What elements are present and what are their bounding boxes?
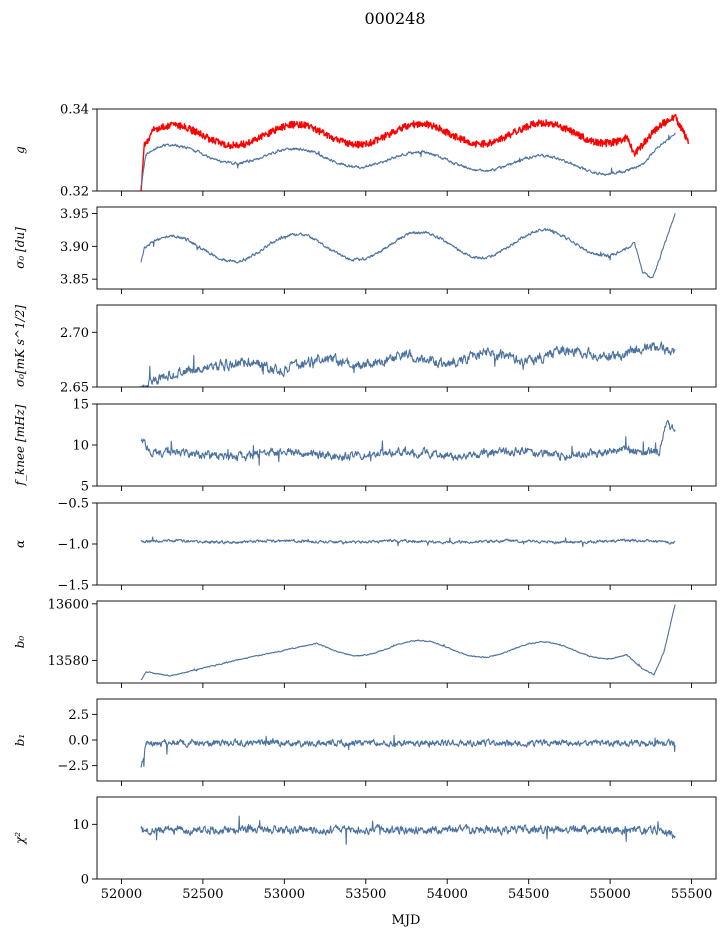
y-tick-label: −1.5 bbox=[57, 579, 89, 594]
x-tick-label: 53000 bbox=[264, 887, 305, 902]
y-axis-label: α bbox=[13, 540, 27, 548]
y-axis-label: σ₀[mK s^1/2] bbox=[13, 305, 27, 387]
subplot-g: 0.32 0.34 g bbox=[13, 103, 717, 200]
y-axis-label: χ² bbox=[13, 832, 27, 845]
y-tick-label: 15 bbox=[72, 398, 89, 413]
series-line-b1 bbox=[140, 734, 676, 768]
subplot-sigma0_mk: 2.65 2.70 σ₀[mK s^1/2] bbox=[13, 304, 717, 396]
plot-frame bbox=[96, 600, 717, 684]
plot-frame bbox=[96, 206, 717, 290]
series-line-g-model bbox=[140, 132, 676, 187]
y-axis-label: σ₀ [du] bbox=[13, 227, 27, 269]
y-tick-label: 13580 bbox=[48, 654, 89, 669]
y-tick-label: 3.95 bbox=[60, 207, 89, 222]
y-tick-label: 10 bbox=[72, 818, 89, 833]
subplot-b0: 13580 13600 b₀ bbox=[13, 597, 717, 688]
y-tick-label: 2.70 bbox=[60, 326, 89, 341]
plot-frame bbox=[96, 502, 717, 586]
y-tick-label: 0.32 bbox=[60, 185, 89, 200]
series-line-sigma0-mk bbox=[140, 341, 676, 387]
y-tick-label: 2.65 bbox=[60, 381, 89, 396]
series-line-fknee bbox=[140, 419, 676, 466]
x-tick-label: 53500 bbox=[345, 887, 386, 902]
x-tick-label: 55500 bbox=[671, 887, 712, 902]
y-tick-label: −2.5 bbox=[57, 759, 89, 774]
series-line-alpha bbox=[140, 536, 676, 548]
y-axis-label: f_knee [mHz] bbox=[13, 404, 27, 486]
series-line-g-measured bbox=[140, 113, 689, 191]
series-line-chi2 bbox=[140, 815, 676, 845]
y-tick-label: 0.34 bbox=[60, 103, 89, 118]
plot-frame bbox=[96, 403, 717, 487]
subplot-b1: −2.5 0.0 2.5 b₁ bbox=[13, 698, 717, 786]
subplot-fknee: 5 10 15 f_knee [mHz] bbox=[13, 398, 717, 495]
figure-title: 000248 bbox=[364, 9, 425, 28]
y-tick-label: −0.5 bbox=[57, 497, 89, 512]
series-line-sigma0 bbox=[140, 213, 676, 279]
plot-frame bbox=[96, 304, 717, 388]
plot-frame bbox=[96, 698, 717, 782]
y-tick-label: 3.85 bbox=[60, 273, 89, 288]
subplot-sigma0_du: 3.85 3.90 3.95 σ₀ [du] bbox=[13, 206, 717, 294]
y-axis-label: g bbox=[13, 146, 27, 154]
plot-frame bbox=[96, 108, 717, 192]
y-tick-label: −1.0 bbox=[57, 538, 89, 553]
plot-frame bbox=[96, 796, 717, 880]
y-tick-label: 2.5 bbox=[68, 708, 89, 723]
y-tick-label: 3.90 bbox=[60, 240, 89, 255]
x-tick-label: 52500 bbox=[182, 887, 223, 902]
y-tick-label: 10 bbox=[72, 439, 89, 454]
y-tick-label: 0.0 bbox=[68, 734, 89, 749]
y-axis-label: b₀ bbox=[13, 636, 27, 649]
x-tick-label: 55000 bbox=[589, 887, 630, 902]
x-tick-label: 54000 bbox=[427, 887, 468, 902]
subplot-chi2: 0 10 52000 52500 53000 53500 54000 54500 55000 55… bbox=[13, 796, 717, 902]
x-tick-label: 52000 bbox=[101, 887, 142, 902]
y-tick-label: 0 bbox=[81, 873, 89, 888]
subplot-alpha: −1.5 −1.0 −0.5 α bbox=[13, 497, 717, 594]
x-axis-label: MJD bbox=[392, 913, 421, 928]
x-tick-label: 54500 bbox=[508, 887, 549, 902]
y-tick-label: 5 bbox=[81, 480, 89, 495]
series-line-b0 bbox=[140, 604, 676, 681]
y-tick-label: 13600 bbox=[48, 597, 89, 612]
y-axis-label: b₁ bbox=[13, 734, 27, 747]
subplot-stack: 0.32 0.34 g 3.85 3.90 3.95 σ₀ [du] 2.65 2.70 σ₀[m… bbox=[13, 103, 717, 902]
